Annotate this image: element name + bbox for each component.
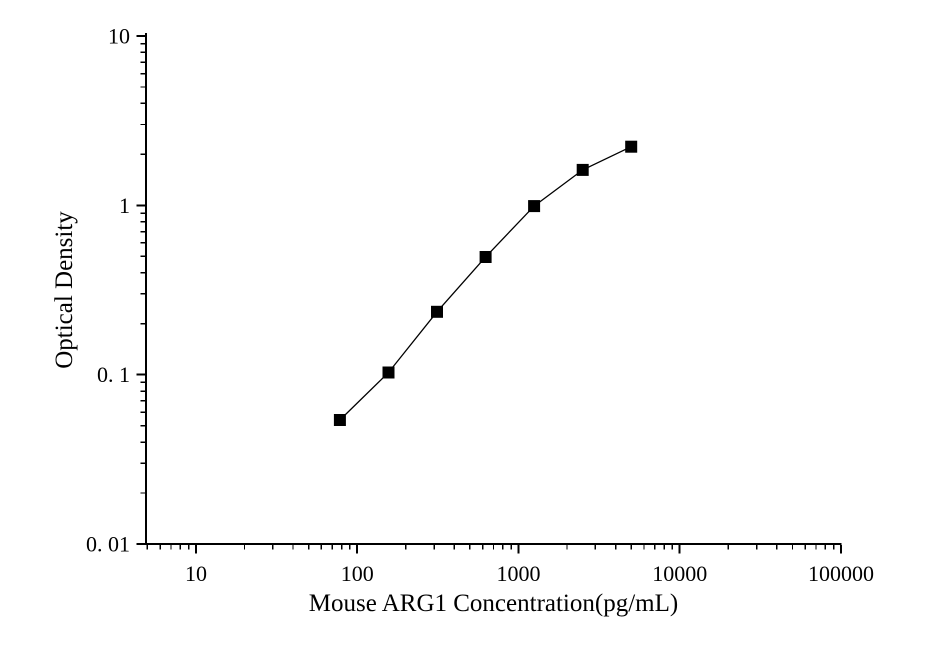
ticks-layer [136,35,842,554]
x-tick-label: 10 [185,561,207,586]
data-point-marker [528,200,541,213]
x-tick-label: 1000 [496,561,540,586]
y-tick-label: 0. 1 [97,362,130,387]
data-point-marker [479,251,492,263]
y-tick-label: 1 [119,193,130,218]
curve-line [339,146,632,421]
y-tick-label: 10 [108,24,130,49]
data-point-marker [625,140,638,153]
data-point-marker [576,163,589,176]
y-tick-label: 0. 01 [86,532,130,557]
y-axis-title: Optical Density [51,211,78,369]
data-point-marker [431,305,443,318]
axes-layer [145,33,842,545]
series-layer [333,140,638,426]
x-axis-title: Mouse ARG1 Concentration(pg/mL) [309,590,678,617]
x-tick-label: 100 [341,561,374,586]
x-tick-label: 100000 [808,561,874,586]
tick-labels-layer: 10 100 1000 10000 100000 10 1 0. 1 0. 01 [86,24,874,587]
x-tick-label: 10000 [652,561,707,586]
data-point-marker [333,414,346,426]
data-point-marker [382,366,395,379]
